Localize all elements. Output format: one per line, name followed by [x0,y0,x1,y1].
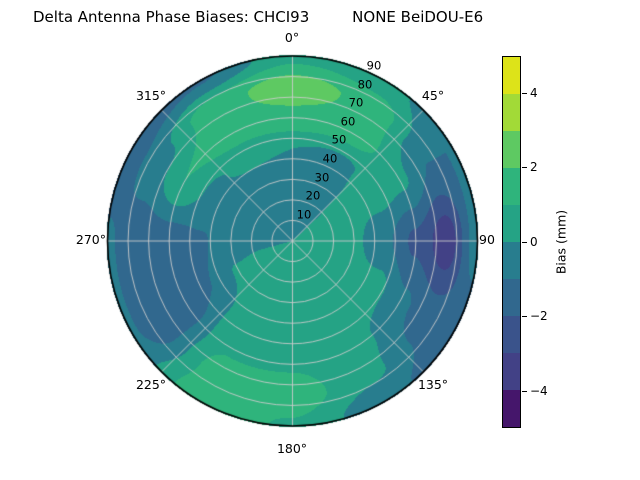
colorbar-band [503,57,520,94]
colorbar-tick-mark [522,316,527,318]
angular-tick-270: 270° [75,231,106,247]
colorbar-axis-label: Bias (mm) [553,209,569,275]
radial-tick-80: 80 [357,77,373,92]
colorbar-tick-4: 4 [530,86,538,100]
radial-tick-60: 60 [340,114,356,129]
colorbar-band [503,390,520,427]
colorbar-tick-2: 2 [530,160,538,174]
colorbar-band [503,279,520,316]
colorbar-band [503,168,520,205]
radial-tick-40: 40 [322,151,338,166]
colorbar-tick-0: 0 [530,235,538,249]
colorbar-tick-m2: −2 [530,309,548,323]
angular-tick-90: 90 [479,231,495,247]
colorbar-tick-mark [522,93,527,95]
colorbar-band [503,205,520,242]
angular-tick-0: 0° [284,29,300,45]
radial-tick-20: 20 [305,188,321,203]
angular-tick-135: 135° [417,376,449,392]
angular-tick-45: 45° [421,87,445,103]
colorbar-band [503,316,520,353]
colorbar-band [503,353,520,390]
radial-tick-30: 30 [314,170,330,185]
radial-tick-50: 50 [331,132,347,147]
radial-tick-90: 90 [366,58,382,73]
colorbar-tick-mark [522,391,527,393]
colorbar-tick-mark [522,167,527,169]
angular-tick-180: 180° [276,440,308,456]
angular-tick-315: 315° [135,87,167,103]
colorbar-tick-m4: −4 [530,384,548,398]
angular-tick-225: 225° [135,376,167,392]
colorbar-band [503,94,520,131]
colorbar-band [503,242,520,279]
colorbar-band [503,131,520,168]
colorbar-tick-mark [522,242,527,244]
colorbar [502,56,521,428]
radial-tick-70: 70 [348,95,364,110]
chart-title: Delta Antenna Phase Biases: CHCI93 NONE … [33,8,484,26]
radial-tick-10: 10 [296,207,312,222]
